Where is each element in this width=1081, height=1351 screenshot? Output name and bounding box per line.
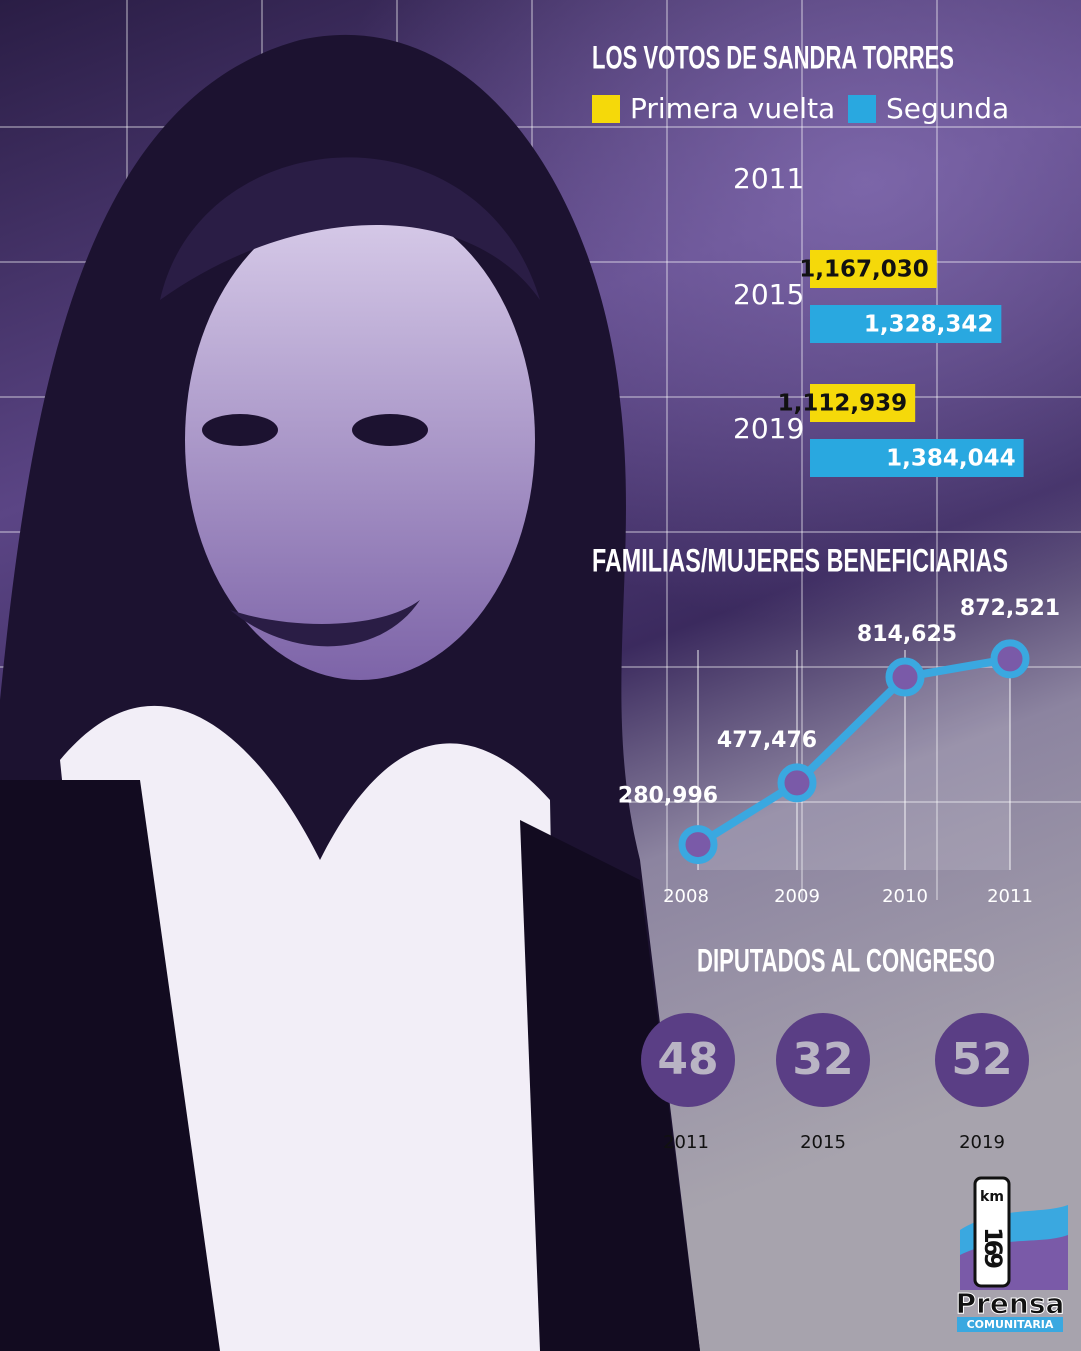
logo-band — [957, 1317, 1063, 1332]
legend-swatch — [592, 95, 620, 123]
value-label: 477,476 — [717, 728, 817, 753]
point — [990, 639, 1030, 679]
x-tick-label: 2009 — [774, 886, 820, 907]
category-label: 2019 — [733, 412, 804, 445]
category-label: 2019 — [959, 1132, 1005, 1153]
logo-name: Prensa — [956, 1287, 1065, 1320]
logo-tagline: COMUNITARIA — [967, 1318, 1054, 1331]
stat-circle — [641, 1013, 735, 1107]
value-label: 872,521 — [960, 596, 1060, 621]
logo-sign — [973, 1176, 1011, 1288]
point — [678, 825, 718, 865]
chart-title: DIPUTADOS AL CONGRESO — [697, 942, 995, 978]
x-tick-label: 2010 — [882, 886, 928, 907]
category-label: 2011 — [663, 1132, 709, 1153]
point — [885, 657, 925, 697]
chart-title: LOS VOTOS DE SANDRA TORRES — [592, 39, 954, 75]
legend-label: Segunda — [886, 92, 1009, 125]
logo-number: 169 — [979, 1227, 1007, 1268]
logo-km: km — [980, 1189, 1004, 1205]
bar — [810, 384, 916, 422]
value-label: 814,625 — [857, 622, 957, 647]
portrait — [0, 34, 700, 1351]
x-tick-label: 2008 — [663, 886, 709, 907]
stat-value: 32 — [792, 1034, 853, 1085]
area — [698, 658, 1010, 870]
point — [777, 763, 817, 803]
value-label: 1,112,939 — [778, 391, 908, 417]
stat-value: 48 — [657, 1034, 718, 1085]
bar — [810, 250, 937, 288]
chart-title: FAMILIAS/MUJERES BENEFICIARIAS — [592, 542, 1008, 578]
value-label: 280,996 — [618, 784, 718, 809]
bar — [810, 305, 1002, 343]
x-tick-label: 2011 — [987, 886, 1033, 907]
legend-swatch — [848, 95, 876, 123]
category-label: 2015 — [733, 278, 804, 311]
category-label: 2011 — [733, 162, 804, 195]
line — [695, 654, 1011, 848]
value-label: 1,167,030 — [799, 257, 929, 283]
stat-circle — [935, 1013, 1029, 1107]
value-label: 1,328,342 — [864, 312, 994, 338]
stat-value: 52 — [951, 1034, 1012, 1085]
category-label: 2015 — [800, 1132, 846, 1153]
value-label: 1,384,044 — [886, 446, 1016, 472]
legend-label: Primera vuelta — [630, 92, 835, 125]
bar — [810, 439, 1024, 477]
stat-circle — [776, 1013, 870, 1107]
